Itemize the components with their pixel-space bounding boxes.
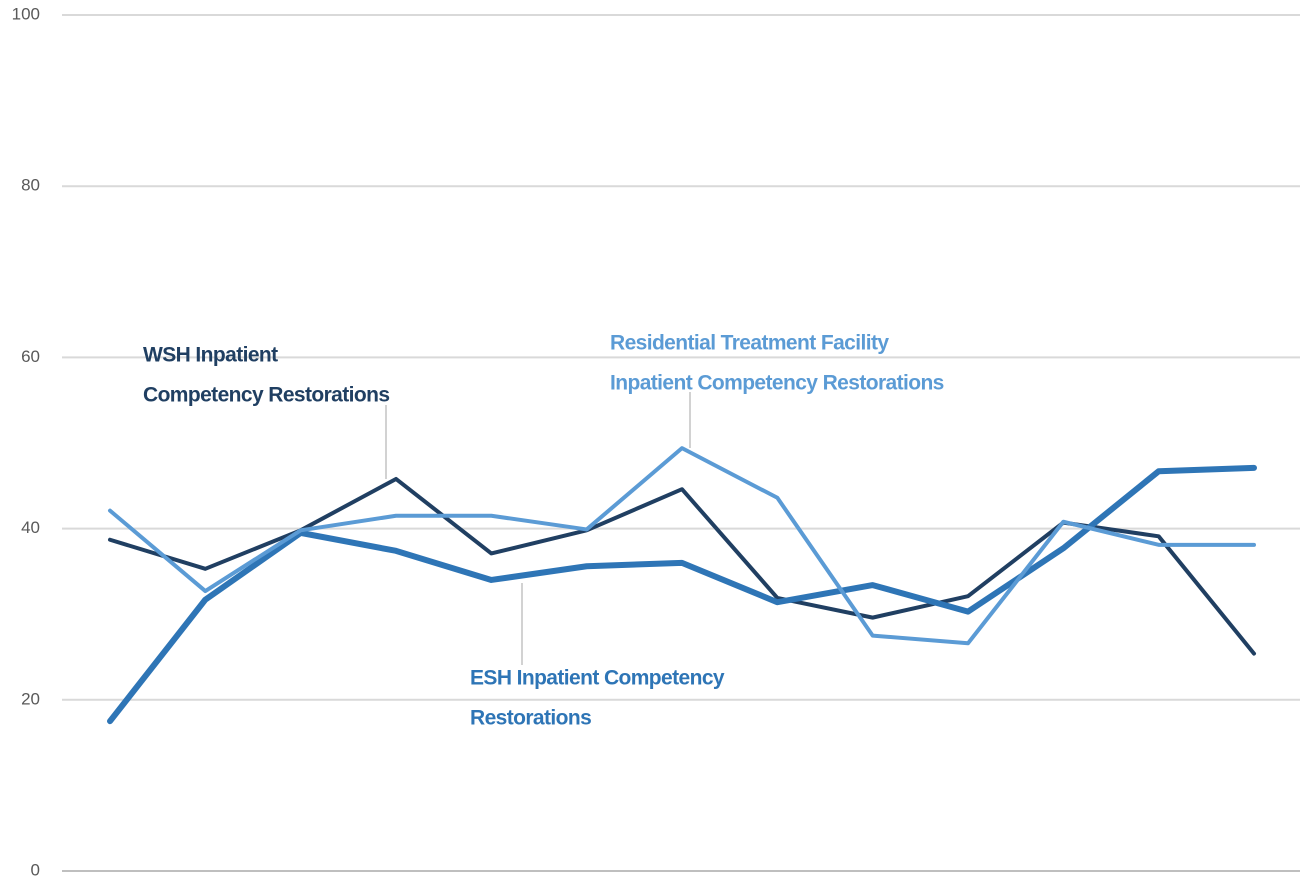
series-line (107, 464, 1257, 725)
y-tick-label: 60 (21, 347, 40, 366)
annotation: Competency Restorations (143, 384, 389, 407)
y-tick-label: 20 (21, 689, 40, 708)
annotation: WSH Inpatient (143, 344, 278, 367)
annotation: Residential Treatment Facility (610, 332, 889, 355)
series-line (108, 446, 1256, 646)
y-tick-label: 0 (31, 860, 40, 879)
annotation: ESH Inpatient Competency (470, 667, 725, 690)
series-line (108, 476, 1256, 656)
annotation: Inpatient Competency Restorations (610, 372, 944, 395)
y-tick-label: 100 (12, 4, 40, 23)
annotation: Restorations (470, 707, 591, 730)
y-tick-label: 40 (21, 518, 40, 537)
y-tick-label: 80 (21, 176, 40, 195)
